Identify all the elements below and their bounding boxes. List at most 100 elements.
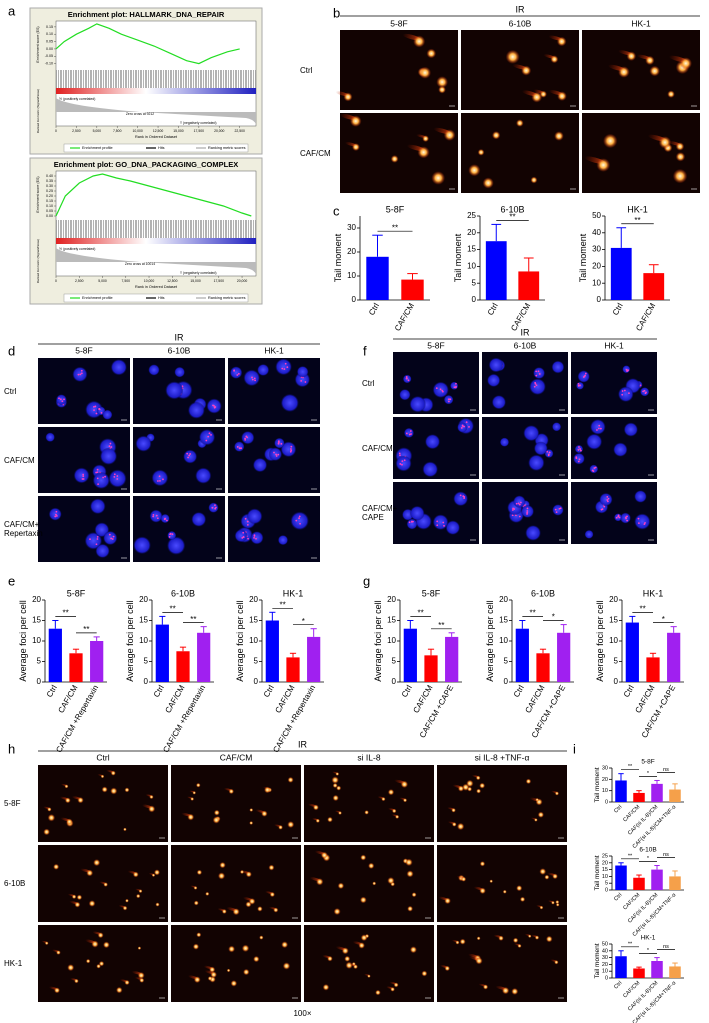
- y-tick-label: 40: [602, 948, 608, 954]
- focus: [244, 437, 246, 440]
- nucleus: [613, 442, 628, 457]
- zero-cross: Zero cross at 10014: [125, 262, 155, 266]
- x-tick-label: Ctrl: [613, 892, 623, 902]
- bar: [265, 620, 279, 682]
- focus: [513, 508, 516, 510]
- nucleus: [589, 464, 599, 474]
- nucleus: [103, 531, 118, 545]
- comet-head: [417, 146, 430, 159]
- x-axis-label: Rank in Ordered Dataset: [135, 285, 178, 289]
- y-tick-label: 0: [144, 677, 149, 686]
- row-label: HK-1: [4, 959, 23, 968]
- focus: [621, 393, 624, 396]
- focus: [299, 522, 301, 525]
- panel-letter: d: [8, 343, 15, 358]
- y-tick-label: 15: [32, 616, 41, 625]
- comet-head: [338, 811, 342, 815]
- comet-head: [192, 791, 197, 795]
- focus: [93, 405, 95, 408]
- focus: [162, 478, 164, 481]
- bar: [646, 657, 660, 682]
- bar: [557, 632, 571, 682]
- focus: [244, 438, 247, 441]
- focus: [598, 424, 601, 427]
- comet-head: [88, 900, 96, 907]
- y-tick-label: 15: [249, 616, 258, 625]
- rank-bar: [56, 238, 256, 244]
- comet-head: [66, 818, 73, 826]
- focus: [526, 507, 529, 510]
- comet-head: [390, 987, 395, 992]
- comet-head: [645, 55, 655, 66]
- focus: [518, 515, 521, 518]
- x-tick-label: 2,500: [75, 279, 84, 283]
- focus: [236, 374, 239, 376]
- focus: [459, 494, 462, 497]
- focus: [55, 510, 58, 513]
- focus: [554, 508, 557, 511]
- comet-head: [100, 774, 105, 779]
- legend-label: Hits: [158, 296, 165, 300]
- bar: [69, 653, 83, 682]
- error-bar: [618, 773, 624, 781]
- row-label: Ctrl: [4, 386, 17, 396]
- nucleus: [590, 419, 606, 435]
- column-label: si IL-8: [357, 752, 380, 762]
- comet-head: [539, 905, 544, 910]
- chart-title: 6-10B: [531, 588, 555, 598]
- focus: [454, 386, 457, 389]
- y-tick-label: 0: [504, 677, 509, 686]
- focus: [599, 427, 602, 430]
- x-tick-label: 17,500: [214, 279, 224, 283]
- bar: [485, 241, 507, 300]
- x-tick-label: 22,500: [234, 129, 244, 133]
- comet-head: [332, 782, 338, 788]
- nucleus: [584, 529, 594, 539]
- y-axis-label: Average foci per cell: [18, 600, 28, 681]
- x-tick-label: 20,000: [237, 279, 247, 283]
- comet-head: [85, 958, 91, 964]
- bar: [366, 256, 389, 300]
- comet-head: [537, 811, 544, 818]
- focus: [580, 449, 582, 452]
- nucleus: [183, 449, 198, 464]
- chart-title: HK-1: [627, 204, 648, 214]
- y-tick-label: 10: [602, 788, 608, 794]
- nucleus: [552, 504, 564, 516]
- comet-head: [544, 874, 550, 880]
- comet-head: [228, 945, 236, 953]
- x-tick-label: 0: [55, 279, 57, 283]
- comet-head: [54, 987, 60, 994]
- y-tick-label: 20: [32, 595, 41, 604]
- y-tick-label: 5: [37, 657, 42, 666]
- comet-head: [618, 66, 630, 78]
- focus: [214, 406, 217, 408]
- nucleus: [488, 357, 504, 373]
- comet-head: [479, 861, 486, 867]
- x-tick-label: Ctrl: [45, 683, 59, 698]
- focus: [628, 392, 630, 395]
- y-tick-label: 15: [139, 616, 148, 625]
- bar: [445, 636, 459, 682]
- y-tick-label: 30: [347, 223, 356, 232]
- comet-head: [530, 176, 538, 184]
- grid-header: IR: [521, 327, 531, 337]
- comet-head: [359, 896, 367, 904]
- comet-head: [110, 787, 118, 795]
- comet-head: [337, 882, 345, 890]
- focus: [95, 412, 98, 415]
- focus: [100, 411, 103, 414]
- comet-head: [132, 871, 139, 878]
- focus: [534, 381, 537, 384]
- comet-head: [554, 791, 559, 796]
- focus: [637, 517, 640, 520]
- chart-title: 6-10B: [171, 588, 195, 598]
- bar: [651, 961, 663, 978]
- y-axis-label: Enrichment score (ES): [36, 176, 40, 212]
- error-bar: [491, 223, 502, 242]
- focus: [82, 473, 85, 476]
- comet-head: [451, 822, 457, 827]
- focus: [82, 475, 85, 478]
- y-tick-label: 10: [139, 636, 148, 645]
- legend-label: Enrichment profile: [82, 296, 113, 300]
